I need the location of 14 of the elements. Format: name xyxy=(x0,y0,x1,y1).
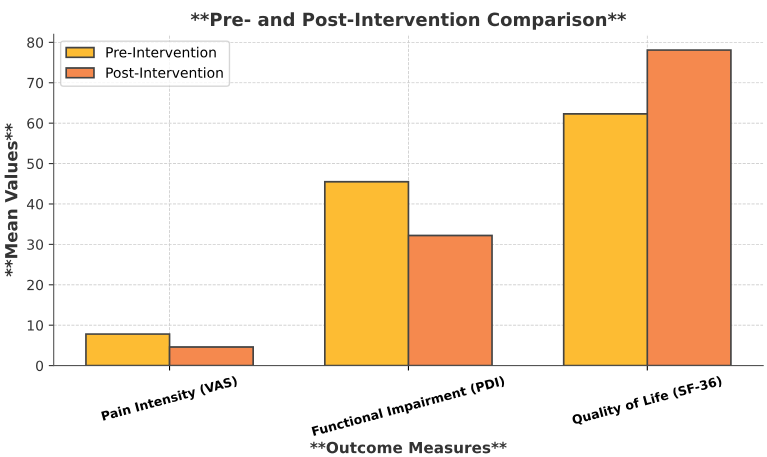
y-tick-label: 60 xyxy=(27,118,44,129)
legend-label: Post-Intervention xyxy=(106,67,223,78)
y-axis-title: **Mean Values** xyxy=(4,123,18,276)
legend-label: Pre-Intervention xyxy=(106,46,216,58)
x-axis-title: **Outcome Measures** xyxy=(310,442,507,454)
y-tick-label: 20 xyxy=(27,280,44,290)
chart-title: **Pre- and Post-Intervention Comparison** xyxy=(190,12,626,30)
y-tick-label: 80 xyxy=(27,37,44,48)
y-tick-label: 30 xyxy=(27,239,44,250)
y-tick-label: 40 xyxy=(26,198,44,210)
y-tick-label: 0 xyxy=(36,360,44,372)
y-tick-label: 50 xyxy=(27,158,44,170)
y-tick-label: 70 xyxy=(27,78,44,88)
y-tick-label: 10 xyxy=(28,320,44,331)
